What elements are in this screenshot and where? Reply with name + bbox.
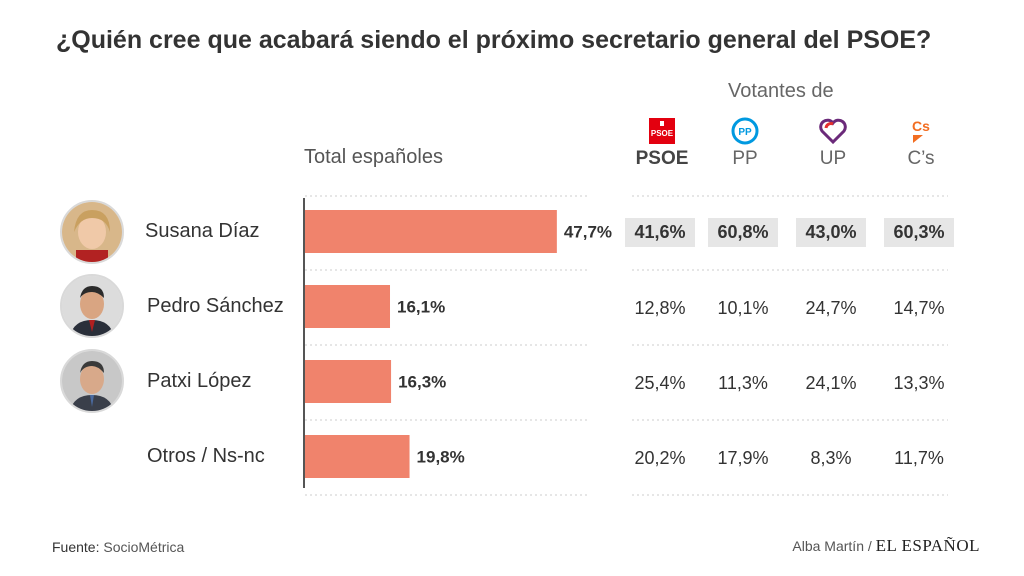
bar-value-label: 19,8% [417, 448, 465, 467]
svg-text:Cs: Cs [912, 118, 930, 134]
chart-title: ¿Quién cree que acabará siendo el próxim… [56, 26, 932, 54]
up-heart-logo-icon [793, 116, 873, 146]
votantes-header: Votantes de [728, 80, 834, 102]
brand-logo: EL ESPAÑOL [875, 536, 980, 555]
psoe-voters-susana: 41,6% [625, 218, 695, 247]
party-header-cs: Cs C’s [881, 116, 961, 170]
bar-otros-ns-nc [305, 435, 410, 478]
pp-voters-patxi: 11,3% [718, 373, 768, 393]
pp-logo-icon: PP [705, 116, 785, 146]
cs-logo-icon: Cs [881, 116, 961, 146]
psoe-voters-patxi: 25,4% [634, 373, 686, 393]
svg-text:PSOE: PSOE [651, 129, 674, 138]
psoe-voters-otros: 20,2% [634, 448, 686, 468]
svg-text:PP: PP [738, 127, 752, 138]
up-voters-otros: 8,3% [810, 448, 852, 468]
up-voters-susana: 43,0% [796, 218, 866, 247]
pp-voters-otros: 17,9% [717, 448, 769, 468]
party-name: PP [732, 148, 758, 169]
avatar-patxi-lopez [60, 349, 124, 413]
psoe-logo-icon: PSOE [622, 116, 702, 146]
avatar-pedro-sanchez [60, 274, 124, 338]
author-name: Alba Martín / [792, 538, 872, 554]
pp-voters-pedro: 10,1% [717, 298, 769, 318]
party-header-pp: PP PP [705, 116, 785, 170]
party-name: UP [819, 148, 847, 169]
party-header-psoe: PSOE PSOE [622, 116, 702, 170]
cs-voters-susana: 60,3% [884, 218, 954, 247]
cs-voters-pedro: 14,7% [893, 298, 945, 318]
bar-value-label: 47,7% [564, 223, 612, 242]
pp-voters-susana: 60,8% [708, 218, 778, 247]
total-espanoles-label: Total españoles [304, 146, 443, 168]
candidate-name: Pedro Sánchez [147, 295, 284, 317]
party-header-up: UP [793, 116, 873, 170]
up-voters-pedro: 24,7% [805, 298, 857, 318]
bar-pedro-s-nchez [305, 285, 391, 328]
bar-value-label: 16,3% [398, 373, 446, 392]
candidate-name: Patxi López [147, 370, 252, 392]
bar-axis-line [303, 198, 305, 488]
party-name: C’s [907, 148, 935, 169]
cs-voters-otros: 11,7% [894, 448, 944, 468]
candidate-name: Otros / Ns-nc [147, 445, 265, 467]
author-footer: Alba Martín / EL ESPAÑOL [792, 536, 980, 556]
source-label: Fuente: [52, 539, 100, 555]
bar-value-label: 16,1% [397, 298, 445, 317]
cs-voters-patxi: 13,3% [893, 373, 945, 393]
avatar-susana-diaz [60, 200, 124, 264]
candidate-name: Susana Díaz [145, 220, 260, 242]
bar-patxi-l-pez [305, 360, 392, 403]
up-voters-patxi: 24,1% [805, 373, 857, 393]
bar-susana-d-az [305, 210, 557, 253]
source-footer: Fuente: SocioMétrica [52, 539, 184, 555]
source-value: SocioMétrica [103, 539, 185, 555]
psoe-voters-pedro: 12,8% [634, 298, 686, 318]
party-name: PSOE [635, 148, 689, 169]
